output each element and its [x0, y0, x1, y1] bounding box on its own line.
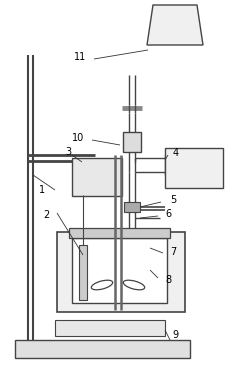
Text: 9: 9: [172, 330, 178, 340]
Text: 10: 10: [72, 133, 84, 143]
Bar: [72, 238, 167, 303]
Bar: [15, 340, 190, 358]
Text: 7: 7: [170, 247, 176, 257]
Polygon shape: [147, 5, 203, 45]
Text: 3: 3: [65, 147, 71, 157]
Bar: [55, 320, 165, 336]
Text: 5: 5: [170, 195, 176, 205]
Text: 6: 6: [165, 209, 171, 219]
Bar: [124, 202, 140, 212]
Bar: [123, 132, 141, 152]
Text: 4: 4: [173, 148, 179, 158]
Bar: [57, 232, 185, 312]
Text: 11: 11: [74, 52, 86, 62]
Bar: [79, 245, 87, 300]
Bar: [72, 158, 122, 196]
Text: 1: 1: [39, 185, 45, 195]
Text: 8: 8: [165, 275, 171, 285]
Bar: [69, 228, 170, 238]
Text: 2: 2: [43, 210, 49, 220]
Bar: [165, 148, 223, 188]
